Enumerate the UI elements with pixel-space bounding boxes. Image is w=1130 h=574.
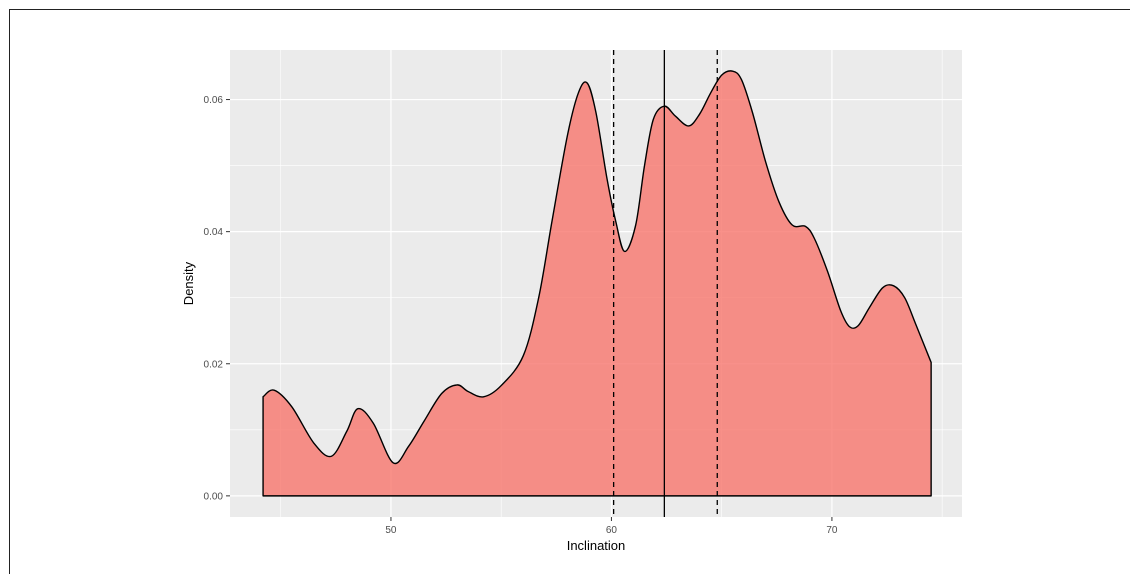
x-tick-label: 60 <box>606 525 618 536</box>
x-tick-labels: 50 60 70 <box>385 525 838 536</box>
y-tick-labels: 0.00 0.02 0.04 0.06 <box>204 95 224 502</box>
density-area <box>262 70 932 497</box>
x-tick-label: 70 <box>826 525 838 536</box>
reference-lines <box>612 50 718 517</box>
x-axis-title: Inclination <box>567 538 626 553</box>
axis-ticks <box>226 99 833 521</box>
y-tick-label: 0.00 <box>204 491 224 502</box>
y-axis-title: Density <box>181 261 196 305</box>
figure-frame <box>9 9 1130 574</box>
y-tick-label: 0.06 <box>204 95 224 106</box>
y-tick-label: 0.02 <box>204 359 224 370</box>
y-tick-label: 0.04 <box>204 227 224 238</box>
x-tick-label: 50 <box>385 525 397 536</box>
